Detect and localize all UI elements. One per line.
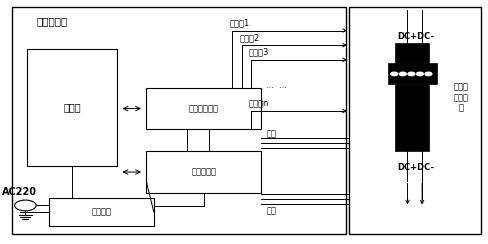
Text: 温升试验仪: 温升试验仪 <box>37 16 68 26</box>
Circle shape <box>425 72 432 76</box>
Bar <box>49 198 154 226</box>
Bar <box>388 63 437 84</box>
Text: 热电偶1: 热电偶1 <box>229 19 249 28</box>
Bar <box>146 151 261 193</box>
Text: 电源模块: 电源模块 <box>91 207 111 216</box>
Text: 热电偶n: 热电偶n <box>249 99 269 108</box>
Text: DC+DC-: DC+DC- <box>398 163 435 172</box>
Text: DC+DC-: DC+DC- <box>398 32 435 41</box>
Text: 智能升流器: 智能升流器 <box>191 168 216 176</box>
Text: ...  ...: ... ... <box>266 81 287 90</box>
Bar <box>395 43 429 63</box>
Text: 主控机: 主控机 <box>63 102 81 112</box>
Circle shape <box>15 200 36 211</box>
Text: 温度巡检装置: 温度巡检装置 <box>189 104 219 113</box>
Bar <box>349 7 481 234</box>
Circle shape <box>391 72 398 76</box>
Text: AC220: AC220 <box>2 187 38 196</box>
Bar <box>395 84 429 151</box>
Text: 热电偶2: 热电偶2 <box>239 33 259 42</box>
Text: 负极: 负极 <box>267 129 277 138</box>
Circle shape <box>399 72 406 76</box>
Text: 正极: 正极 <box>267 206 277 215</box>
Circle shape <box>417 72 424 76</box>
Bar <box>146 88 261 129</box>
Bar <box>12 7 346 234</box>
Bar <box>27 49 117 166</box>
Text: 待测充
电连接
器: 待测充 电连接 器 <box>454 83 468 112</box>
Circle shape <box>408 72 415 76</box>
Text: 热电偶3: 热电偶3 <box>249 48 269 57</box>
